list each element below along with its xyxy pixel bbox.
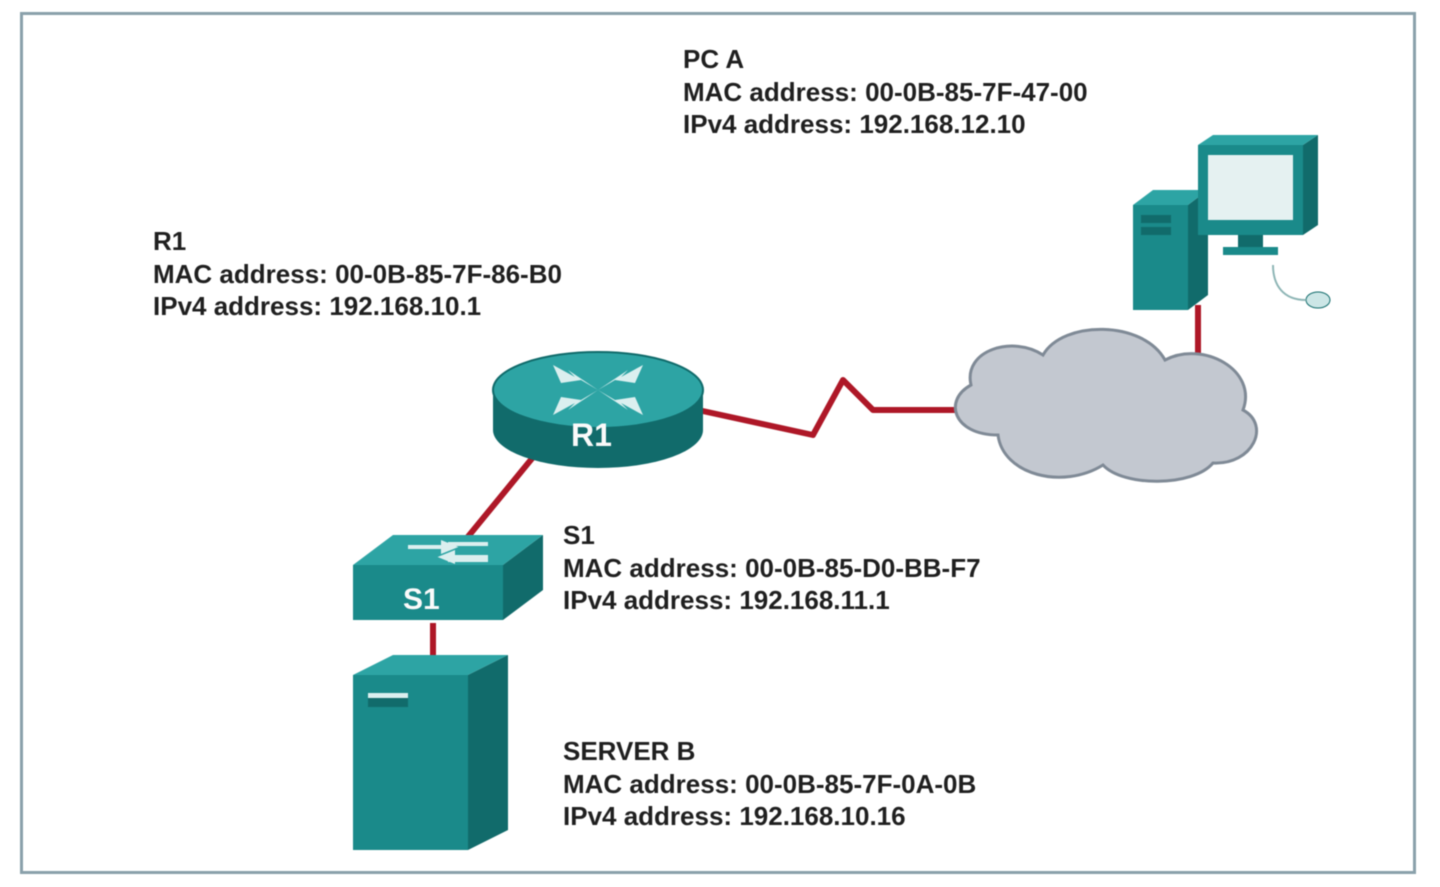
r1-ip-label: IPv4 address: bbox=[153, 291, 322, 321]
r1-ip-row: IPv4 address: 192.168.10.1 bbox=[153, 290, 562, 323]
serverb-mac-label: MAC address: bbox=[563, 769, 738, 799]
pca-mac: 00-0B-85-7F-47-00 bbox=[865, 77, 1088, 107]
server-icon bbox=[353, 655, 508, 850]
r1-label: R1 MAC address: 00-0B-85-7F-86-B0 IPv4 a… bbox=[153, 225, 562, 323]
pc-icon bbox=[1133, 135, 1330, 310]
serverb-ip: 192.168.10.16 bbox=[739, 801, 905, 831]
pca-ip-row: IPv4 address: 192.168.12.10 bbox=[683, 108, 1088, 141]
s1-name: S1 bbox=[563, 519, 981, 552]
s1-ip-label: IPv4 address: bbox=[563, 585, 732, 615]
serverb-label: SERVER B MAC address: 00-0B-85-7F-0A-0B … bbox=[563, 735, 976, 833]
s1-mac-row: MAC address: 00-0B-85-D0-BB-F7 bbox=[563, 552, 981, 585]
pca-mac-label: MAC address: bbox=[683, 77, 858, 107]
pca-label: PC A MAC address: 00-0B-85-7F-47-00 IPv4… bbox=[683, 43, 1088, 141]
serverb-ip-row: IPv4 address: 192.168.10.16 bbox=[563, 800, 976, 833]
pca-ip: 192.168.12.10 bbox=[859, 109, 1025, 139]
pca-name: PC A bbox=[683, 43, 1088, 76]
serverb-ip-label: IPv4 address: bbox=[563, 801, 732, 831]
serverb-name: SERVER B bbox=[563, 735, 976, 768]
diagram-frame: PC A MAC address: 00-0B-85-7F-47-00 IPv4… bbox=[20, 12, 1416, 874]
s1-mac: 00-0B-85-D0-BB-F7 bbox=[745, 553, 981, 583]
cloud-icon bbox=[955, 329, 1256, 481]
s1-label: S1 MAC address: 00-0B-85-D0-BB-F7 IPv4 a… bbox=[563, 519, 981, 617]
switch-icon bbox=[353, 535, 543, 620]
r1-mac: 00-0B-85-7F-86-B0 bbox=[335, 259, 562, 289]
link-cloud-r1 bbox=[698, 380, 973, 435]
serverb-mac: 00-0B-85-7F-0A-0B bbox=[745, 769, 976, 799]
s1-ip: 192.168.11.1 bbox=[739, 585, 889, 615]
s1-ip-row: IPv4 address: 192.168.11.1 bbox=[563, 584, 981, 617]
s1-mac-label: MAC address: bbox=[563, 553, 738, 583]
r1-device-label: R1 bbox=[571, 417, 612, 454]
r1-mac-row: MAC address: 00-0B-85-7F-86-B0 bbox=[153, 258, 562, 291]
s1-device-label: S1 bbox=[403, 583, 440, 617]
pca-mac-row: MAC address: 00-0B-85-7F-47-00 bbox=[683, 76, 1088, 109]
pca-ip-label: IPv4 address: bbox=[683, 109, 852, 139]
r1-ip: 192.168.10.1 bbox=[329, 291, 481, 321]
r1-mac-label: MAC address: bbox=[153, 259, 328, 289]
serverb-mac-row: MAC address: 00-0B-85-7F-0A-0B bbox=[563, 768, 976, 801]
r1-name: R1 bbox=[153, 225, 562, 258]
